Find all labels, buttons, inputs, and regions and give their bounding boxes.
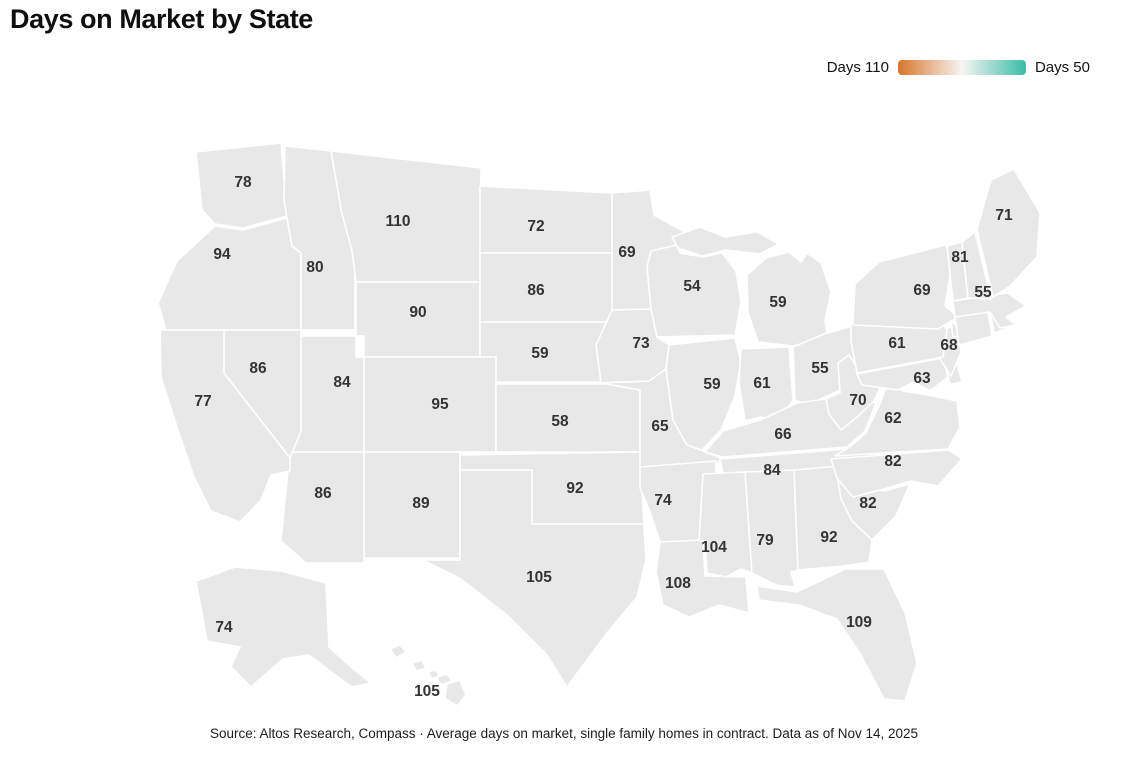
- state-label-pennsylvania: 61: [888, 335, 906, 352]
- state-label-vermont: 81: [951, 249, 969, 266]
- state-label-michigan: 59: [769, 294, 787, 311]
- state-label-utah: 84: [333, 374, 351, 391]
- state-label-montana: 110: [385, 213, 410, 230]
- state-california[interactable]: [159, 329, 291, 523]
- state-label-wyoming: 90: [409, 304, 426, 321]
- source-note: Source: Altos Research, Compass · Averag…: [209, 726, 919, 741]
- state-label-washington: 78: [234, 174, 252, 191]
- state-north-carolina[interactable]: [830, 449, 963, 498]
- state-label-west-virginia: 70: [849, 392, 866, 409]
- state-shapes: [157, 142, 1041, 707]
- state-label-california: 77: [194, 393, 211, 410]
- state-label-idaho: 80: [306, 259, 323, 276]
- state-label-new-mexico: 89: [412, 495, 430, 512]
- state-label-new-york: 69: [913, 282, 931, 299]
- state-washington[interactable]: [195, 142, 288, 229]
- state-illinois[interactable]: [665, 337, 742, 451]
- state-alaska[interactable]: [195, 566, 372, 688]
- state-label-iowa: 73: [632, 335, 650, 352]
- state-label-arizona: 86: [314, 485, 332, 502]
- state-label-oklahoma: 92: [566, 480, 583, 497]
- state-label-oregon: 94: [213, 246, 231, 263]
- state-oregon[interactable]: [157, 217, 302, 331]
- state-mississippi[interactable]: [698, 471, 753, 578]
- state-label-indiana: 61: [753, 375, 771, 392]
- state-label-nebraska: 59: [531, 345, 549, 362]
- state-label-massachusetts: 55: [974, 284, 992, 301]
- state-label-alaska: 74: [215, 619, 233, 636]
- state-label-kentucky: 66: [774, 426, 792, 443]
- state-label-wisconsin: 54: [683, 278, 701, 295]
- state-north-dakota[interactable]: [479, 185, 613, 254]
- state-label-north-carolina: 82: [884, 453, 901, 470]
- state-texas[interactable]: [422, 469, 647, 688]
- state-label-arkansas: 74: [654, 492, 672, 509]
- state-label-alabama: 79: [756, 532, 774, 549]
- state-louisiana[interactable]: [655, 539, 750, 618]
- state-label-kansas: 58: [551, 413, 569, 430]
- state-label-new-jersey: 68: [940, 337, 958, 354]
- state-label-virginia: 62: [884, 410, 901, 427]
- legend: Days 110 Days 50: [827, 59, 1090, 76]
- state-label-georgia: 92: [820, 529, 837, 546]
- state-hawaii[interactable]: [389, 644, 467, 707]
- state-new-hampshire[interactable]: [961, 231, 992, 300]
- state-label-colorado: 95: [431, 396, 449, 413]
- state-label-florida: 109: [846, 614, 872, 631]
- state-label-illinois: 59: [703, 376, 721, 393]
- state-arizona[interactable]: [280, 451, 365, 564]
- legend-gradient-bar: [897, 60, 1026, 75]
- state-colorado[interactable]: [363, 356, 497, 453]
- state-label-south-carolina: 82: [859, 495, 876, 512]
- state-label-louisiana: 108: [665, 575, 691, 592]
- state-label-south-dakota: 86: [527, 282, 545, 299]
- state-label-north-dakota: 72: [527, 218, 544, 235]
- state-label-ohio: 55: [811, 360, 829, 377]
- state-label-tennessee: 84: [763, 462, 781, 479]
- state-maine[interactable]: [976, 168, 1041, 298]
- state-massachusetts[interactable]: [952, 292, 1027, 329]
- legend-right-label: Days 50: [1034, 59, 1090, 76]
- state-alabama[interactable]: [744, 469, 799, 588]
- state-label-mississippi: 104: [701, 539, 727, 556]
- state-south-dakota[interactable]: [479, 252, 619, 323]
- page-title: Days on Market by State: [10, 4, 313, 34]
- state-wisconsin[interactable]: [646, 244, 742, 338]
- state-label-minnesota: 69: [618, 244, 636, 261]
- state-label-texas: 105: [526, 569, 552, 586]
- legend-left-label: Days 110: [826, 59, 889, 76]
- state-label-missouri: 65: [651, 418, 669, 435]
- state-label-hawaii: 105: [414, 683, 440, 700]
- state-value-labels: 78 94 80 110 90 72 86 59 58 92 105 69 73…: [194, 174, 1013, 700]
- state-michigan[interactable]: [671, 226, 832, 347]
- state-florida[interactable]: [756, 568, 918, 702]
- state-label-nevada: 86: [249, 360, 267, 377]
- state-label-maryland: 63: [913, 370, 931, 387]
- state-label-maine: 71: [995, 207, 1013, 224]
- state-utah[interactable]: [291, 335, 365, 453]
